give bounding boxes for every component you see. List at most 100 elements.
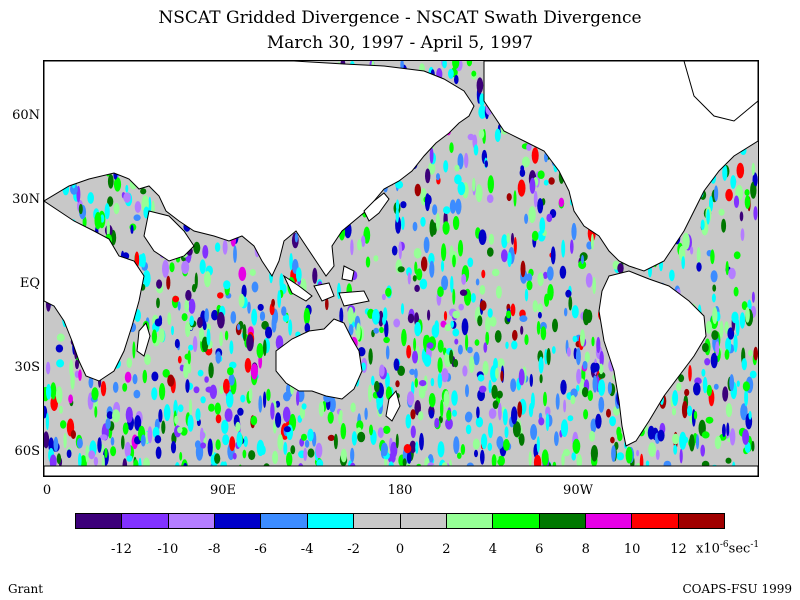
divergence-speckle bbox=[441, 368, 449, 383]
divergence-speckle bbox=[472, 438, 480, 450]
lat-label-60s: 60S bbox=[14, 444, 40, 459]
colorbar-swatch bbox=[493, 514, 540, 528]
divergence-speckle bbox=[681, 400, 688, 419]
divergence-speckle bbox=[104, 447, 108, 459]
divergence-speckle bbox=[395, 433, 399, 449]
divergence-speckle bbox=[742, 429, 750, 445]
divergence-speckle bbox=[442, 221, 450, 235]
divergence-speckle bbox=[733, 286, 739, 297]
divergence-speckle bbox=[520, 325, 524, 335]
divergence-speckle bbox=[467, 133, 475, 141]
divergence-speckle bbox=[487, 442, 493, 451]
divergence-speckle bbox=[636, 449, 640, 457]
divergence-speckle bbox=[753, 173, 758, 186]
colorbar bbox=[75, 513, 725, 529]
divergence-speckle bbox=[452, 288, 456, 305]
divergence-speckle bbox=[437, 441, 445, 458]
divergence-speckle bbox=[400, 303, 405, 315]
divergence-speckle bbox=[356, 322, 361, 340]
divergence-speckle bbox=[202, 245, 209, 259]
divergence-speckle bbox=[125, 406, 133, 423]
divergence-speckle bbox=[578, 260, 587, 270]
divergence-speckle bbox=[753, 346, 758, 361]
divergence-speckle bbox=[729, 374, 735, 392]
divergence-speckle bbox=[529, 177, 536, 194]
divergence-speckle bbox=[452, 216, 460, 230]
divergence-speckle bbox=[504, 426, 509, 439]
divergence-speckle bbox=[393, 318, 401, 328]
divergence-speckle bbox=[446, 409, 452, 421]
divergence-speckle bbox=[427, 309, 431, 321]
divergence-speckle bbox=[529, 373, 533, 387]
divergence-speckle bbox=[458, 303, 465, 311]
divergence-speckle bbox=[94, 212, 102, 230]
divergence-speckle bbox=[384, 320, 389, 338]
divergence-speckle bbox=[501, 249, 508, 263]
landmass-africa bbox=[44, 200, 145, 382]
divergence-speckle bbox=[647, 425, 655, 440]
divergence-speckle bbox=[179, 451, 183, 461]
divergence-speckle bbox=[590, 418, 597, 433]
divergence-speckle bbox=[454, 74, 459, 85]
divergence-speckle bbox=[242, 449, 247, 459]
divergence-speckle bbox=[207, 438, 213, 457]
divergence-speckle bbox=[465, 334, 469, 351]
divergence-speckle bbox=[676, 382, 682, 392]
divergence-speckle bbox=[531, 147, 539, 164]
divergence-speckle bbox=[250, 415, 258, 426]
divergence-speckle bbox=[590, 233, 594, 250]
divergence-speckle bbox=[413, 337, 417, 352]
divergence-speckle bbox=[177, 426, 183, 434]
divergence-speckle bbox=[397, 365, 405, 376]
divergence-speckle bbox=[591, 336, 595, 347]
divergence-speckle bbox=[225, 391, 234, 408]
divergence-speckle bbox=[424, 193, 431, 212]
divergence-speckle bbox=[405, 414, 412, 429]
divergence-speckle bbox=[487, 308, 493, 318]
divergence-speckle bbox=[88, 450, 96, 460]
divergence-speckle bbox=[464, 152, 469, 169]
divergence-speckle bbox=[55, 386, 63, 404]
divergence-speckle bbox=[429, 260, 435, 278]
divergence-speckle bbox=[450, 320, 455, 328]
divergence-speckle bbox=[199, 427, 204, 445]
divergence-speckle bbox=[91, 387, 99, 401]
divergence-speckle bbox=[710, 270, 718, 283]
divergence-speckle bbox=[461, 318, 469, 336]
divergence-speckle bbox=[513, 190, 517, 207]
divergence-speckle bbox=[46, 383, 52, 400]
divergence-speckle bbox=[457, 452, 462, 459]
divergence-speckle bbox=[475, 184, 483, 203]
divergence-speckle bbox=[511, 232, 514, 245]
divergence-speckle bbox=[304, 322, 311, 333]
divergence-speckle bbox=[263, 339, 267, 357]
divergence-speckle bbox=[457, 153, 464, 170]
divergence-speckle bbox=[568, 296, 573, 311]
divergence-speckle bbox=[350, 239, 354, 256]
divergence-speckle bbox=[429, 147, 434, 164]
divergence-speckle bbox=[224, 408, 233, 422]
divergence-speckle bbox=[443, 390, 450, 408]
divergence-speckle bbox=[140, 253, 146, 268]
divergence-speckle bbox=[132, 341, 136, 359]
landmass-new-zealand bbox=[385, 389, 401, 422]
divergence-speckle bbox=[395, 380, 400, 388]
divergence-speckle bbox=[242, 324, 247, 342]
divergence-speckle bbox=[361, 362, 366, 371]
divergence-speckle bbox=[449, 349, 454, 365]
divergence-speckle bbox=[167, 312, 172, 326]
colorbar-tick-label: 8 bbox=[581, 542, 590, 557]
divergence-speckle bbox=[56, 453, 62, 465]
divergence-speckle bbox=[678, 374, 685, 383]
divergence-speckle bbox=[431, 324, 440, 338]
divergence-speckle bbox=[200, 396, 206, 404]
divergence-speckle bbox=[406, 267, 412, 277]
divergence-speckle bbox=[715, 341, 720, 357]
divergence-speckle bbox=[126, 357, 133, 368]
divergence-speckle bbox=[256, 439, 265, 457]
divergence-speckle bbox=[256, 343, 264, 359]
divergence-speckle bbox=[452, 409, 457, 417]
divergence-speckle bbox=[711, 330, 719, 341]
divergence-speckle bbox=[50, 395, 58, 411]
divergence-speckle bbox=[214, 242, 221, 252]
